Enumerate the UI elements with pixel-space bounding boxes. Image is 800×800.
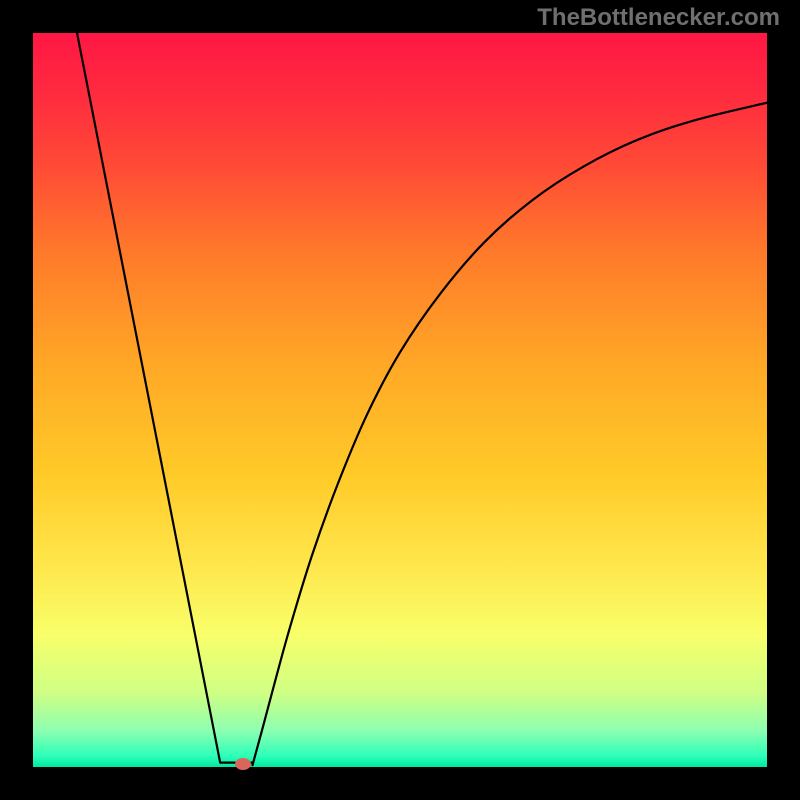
watermark-text: TheBottlenecker.com <box>537 4 780 32</box>
chart-container: TheBottlenecker.com <box>0 0 800 800</box>
optimal-point-marker <box>235 758 251 770</box>
plot-area <box>33 33 767 767</box>
bottleneck-curve <box>33 33 767 767</box>
